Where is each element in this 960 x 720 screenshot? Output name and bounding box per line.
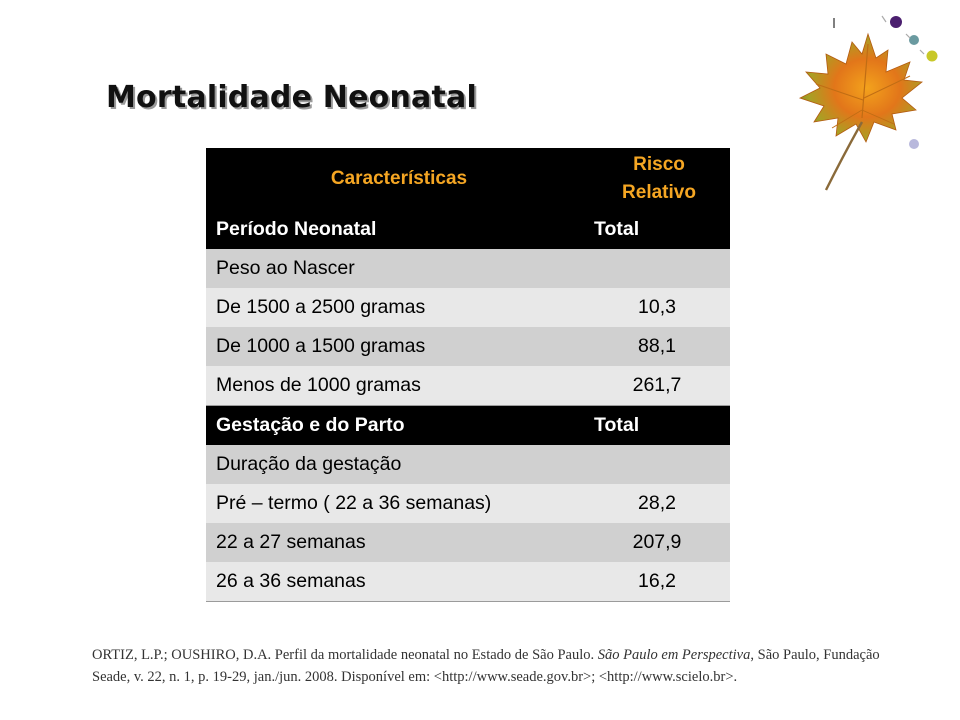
reference-citation: ORTIZ, L.P.; OUSHIRO, D.A. Perfil da mor… [92,644,892,688]
row-value [592,445,730,484]
section-label-gestacao-parto: Gestação e do Parto [206,406,592,445]
section-label-periodo-neonatal: Período Neonatal [206,210,592,249]
row-label: Menos de 1000 gramas [206,366,592,406]
reference-journal: São Paulo em Perspectiva [597,647,751,663]
table-row: Menos de 1000 gramas 261,7 [206,366,730,406]
header-risco: Risco [633,154,685,175]
row-label: 22 a 27 semanas [206,523,592,562]
row-label: 26 a 36 semanas [206,562,592,602]
dot-purple [890,16,902,28]
row-label: Peso ao Nascer [206,249,592,288]
table-header-row: Características Risco Relativo [206,148,730,210]
dot-teal [909,35,919,45]
risk-table-top: Características Risco Relativo Período N… [206,148,730,406]
dot-lavender [909,139,919,149]
table-row: 22 a 27 semanas 207,9 [206,523,730,562]
row-label: De 1000 a 1500 gramas [206,327,592,366]
row-value: 261,7 [592,366,730,406]
header-risco-relativo: Risco Relativo [592,148,730,210]
table-row: 26 a 36 semanas 16,2 [206,562,730,602]
header-caracteristicas: Características [206,148,592,210]
table-row: Peso ao Nascer [206,249,730,288]
section-value-label: Total [592,210,730,249]
reference-authors-title: ORTIZ, L.P.; OUSHIRO, D.A. Perfil da mor… [92,647,598,663]
section-header-row: Período Neonatal Total [206,210,730,249]
maple-leaf-icon [798,15,938,191]
reference-details: , São Paulo, Fundação Seade, v. 22, n. 1… [92,647,880,685]
row-label: Pré – termo ( 22 a 36 semanas) [206,484,592,523]
table-row: De 1500 a 2500 gramas 10,3 [206,288,730,327]
row-value: 16,2 [592,562,730,602]
table-row: De 1000 a 1500 gramas 88,1 [206,327,730,366]
row-value: 28,2 [592,484,730,523]
table-row: Pré – termo ( 22 a 36 semanas) 28,2 [206,484,730,523]
row-value [592,249,730,288]
table-row: Duração da gestação [206,445,730,484]
row-value: 10,3 [592,288,730,327]
row-label: De 1500 a 2500 gramas [206,288,592,327]
row-value: 88,1 [592,327,730,366]
section-value-label: Total [592,406,730,445]
header-relativo: Relativo [622,182,696,203]
row-value: 207,9 [592,523,730,562]
dot-lime [926,50,938,62]
risk-table-bottom: Gestação e do Parto Total Duração da ges… [206,406,730,602]
slide-title: Mortalidade Neonatal [106,80,477,115]
row-label: Duração da gestação [206,445,592,484]
section-header-row: Gestação e do Parto Total [206,406,730,445]
